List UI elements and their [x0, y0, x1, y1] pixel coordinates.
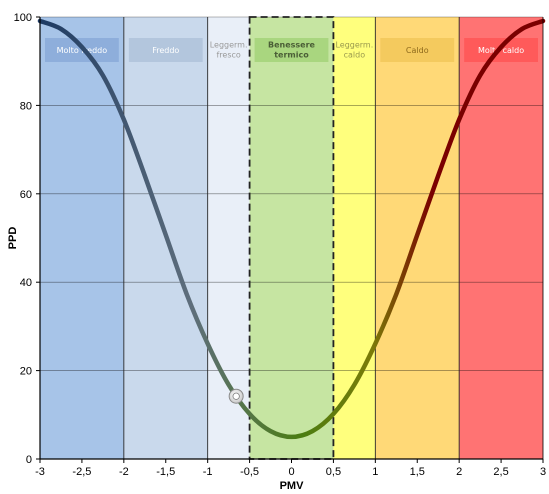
zone-label-bg-5 — [380, 38, 455, 62]
zone-label-1: Freddo — [152, 46, 179, 55]
x-tick-label-0: -3 — [35, 466, 45, 478]
zone-label-3: Benessere termico — [268, 41, 316, 60]
x-tick-label-8: 1 — [372, 466, 378, 478]
zone-label-4: Leggerm. caldo — [335, 41, 373, 60]
ppd-series — [37, 18, 546, 440]
zone-label-0: Molto freddo — [57, 46, 108, 55]
x-tick-label-1: -2,5 — [72, 466, 91, 478]
zone-band-4 — [333, 17, 376, 459]
zone-band-0 — [40, 17, 124, 459]
zone-label-bg-3 — [254, 38, 329, 62]
y-tick-label-3: 60 — [20, 189, 32, 201]
y-tick-label-1: 20 — [20, 366, 32, 378]
x-tick-label-4: -1 — [203, 466, 213, 478]
zone-band-2 — [207, 17, 250, 459]
comfort-zones — [40, 17, 543, 459]
x-tick-label-11: 2,5 — [493, 466, 508, 478]
y-axis-title: PPD — [7, 227, 19, 250]
current-point-marker-core — [232, 392, 240, 400]
x-tick-label-2: -2 — [119, 466, 129, 478]
zone-label-bg-4 — [335, 38, 374, 62]
zone-label-bg-1 — [128, 38, 203, 62]
zone-band-3 — [249, 17, 334, 459]
zone-label-bg-2 — [209, 38, 248, 62]
x-tick-label-7: 0,5 — [326, 466, 341, 478]
y-tick-label-5: 100 — [14, 12, 32, 24]
zone-band-6 — [459, 17, 543, 459]
y-tick-label-0: 0 — [26, 454, 32, 466]
zone-label-6: Molto caldo — [478, 46, 524, 55]
x-axis-title: PMV — [280, 480, 305, 492]
x-tick-label-6: 0 — [288, 466, 294, 478]
zone-label-2: Leggerm. fresco — [210, 41, 248, 60]
y-tick-label-4: 80 — [20, 100, 32, 112]
zone-label-5: Caldo — [406, 46, 429, 55]
x-tick-label-12: 3 — [540, 466, 546, 478]
x-tick-label-10: 2 — [456, 466, 462, 478]
zone-labels: Molto freddo Freddo Leggerm. fresco Benesser… — [45, 38, 538, 62]
tick-labels: -3 -2,5 -2 -1,5 -1 -0,5 0 0,5 1 1,5 2 2,5 3 0 20 40 60 80… — [14, 12, 546, 478]
y-tick-label-2: 40 — [20, 277, 32, 289]
x-tick-label-3: -1,5 — [156, 466, 175, 478]
x-tick-label-5: -0,5 — [240, 466, 259, 478]
ppd-curve — [37, 18, 546, 440]
x-tick-label-9: 1,5 — [410, 466, 425, 478]
